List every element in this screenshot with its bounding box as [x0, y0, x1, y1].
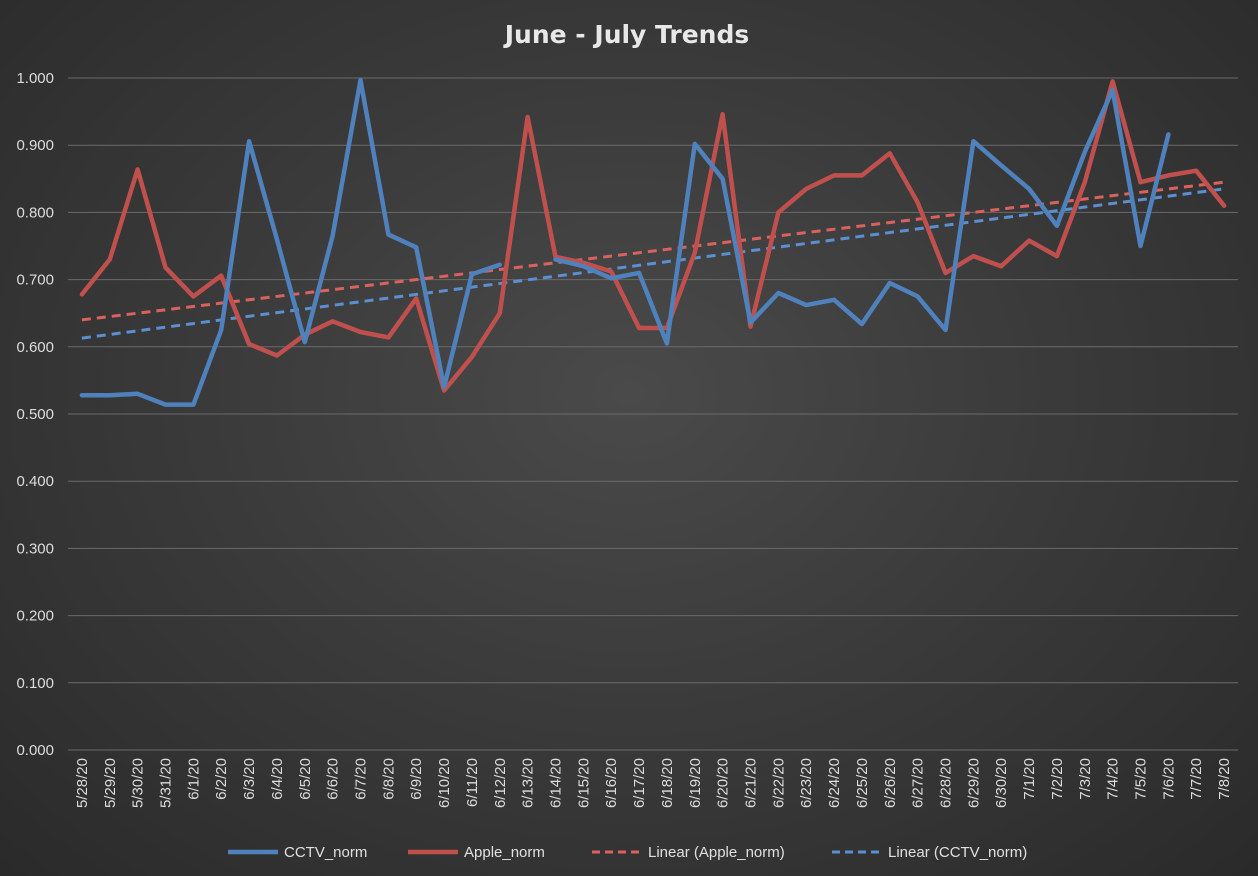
x-tick-label: 7/5/20 [1133, 758, 1150, 800]
y-axis-ticks: 0.000 0.100 0.200 0.300 0.400 0.500 0.600 0.700… [16, 70, 54, 759]
y-tick-label: 0.300 [16, 540, 54, 557]
x-tick-label: 6/27/20 [910, 758, 927, 808]
x-tick-label: 5/31/20 [158, 758, 175, 808]
x-tick-label: 6/20/20 [715, 758, 732, 808]
x-tick-label: 7/2/20 [1049, 758, 1066, 800]
x-tick-label: 6/1/20 [185, 758, 202, 800]
x-tick-label: 6/6/20 [325, 758, 342, 800]
y-tick-label: 1.000 [16, 70, 54, 87]
y-tick-label: 0.600 [16, 339, 54, 356]
chart-title: June - July Trends [503, 20, 749, 49]
x-tick-label: 7/7/20 [1188, 758, 1205, 800]
x-tick-label: 6/22/20 [770, 758, 787, 808]
x-tick-label: 7/4/20 [1105, 758, 1122, 800]
x-tick-label: 5/30/20 [130, 758, 147, 808]
series-line-cctv-norm [79, 77, 503, 407]
y-tick-label: 0.200 [16, 608, 54, 625]
x-tick-label: 7/1/20 [1021, 758, 1038, 800]
x-tick-label: 7/3/20 [1077, 758, 1094, 800]
x-tick-label: 7/8/20 [1216, 758, 1233, 800]
series-line-apple-norm [79, 79, 1227, 393]
y-tick-label: 0.900 [16, 137, 54, 154]
y-tick-label: 0.700 [16, 272, 54, 289]
x-tick-label: 6/4/20 [269, 758, 286, 800]
series-line-cctv-norm [553, 87, 1171, 346]
x-tick-label: 6/12/20 [492, 758, 509, 808]
x-tick-label: 6/2/20 [213, 758, 230, 800]
x-tick-label: 6/19/20 [687, 758, 704, 808]
legend-label: Linear (Apple_norm) [648, 844, 785, 861]
x-tick-label: 6/10/20 [436, 758, 453, 808]
x-tick-label: 6/30/20 [993, 758, 1010, 808]
y-tick-label: 0.500 [16, 406, 54, 423]
x-tick-label: 6/23/20 [798, 758, 815, 808]
x-tick-label: 6/8/20 [380, 758, 397, 800]
x-tick-label: 6/5/20 [297, 758, 314, 800]
x-tick-label: 6/7/20 [353, 758, 370, 800]
x-tick-label: 6/3/20 [241, 758, 258, 800]
x-tick-label: 5/29/20 [102, 758, 119, 808]
x-tick-label: 7/6/20 [1160, 758, 1177, 800]
y-tick-label: 0.800 [16, 204, 54, 221]
legend-label: Linear (CCTV_norm) [888, 844, 1027, 861]
x-tick-label: 6/24/20 [826, 758, 843, 808]
x-tick-label: 6/11/20 [464, 758, 481, 807]
y-tick-label: 0.100 [16, 675, 54, 692]
x-tick-label: 6/16/20 [603, 758, 620, 808]
x-tick-label: 6/14/20 [548, 758, 565, 808]
y-tick-label: 0.400 [16, 473, 54, 490]
x-axis-ticks: 5/28/20 5/29/20 5/30/20 5/31/20 6/1/20 6/2/20… [74, 758, 1233, 808]
x-tick-label: 6/9/20 [408, 758, 425, 800]
x-tick-label: 6/15/20 [575, 758, 592, 808]
x-tick-label: 6/21/20 [743, 758, 760, 808]
series-line-linear-apple-norm [81, 180, 1225, 322]
series-line-linear-cctv-norm [81, 187, 1225, 340]
y-tick-label: 0.000 [16, 742, 54, 759]
x-tick-label: 6/25/20 [854, 758, 871, 808]
x-tick-label: 6/17/20 [631, 758, 648, 808]
gridlines [68, 77, 1238, 751]
series-lines [79, 77, 1227, 407]
x-tick-label: 6/13/20 [520, 758, 537, 808]
legend: CCTV_norm Apple_norm Linear (Apple_norm) Li… [228, 844, 1027, 861]
x-tick-label: 6/18/20 [659, 758, 676, 808]
x-tick-label: 6/28/20 [938, 758, 955, 808]
x-tick-label: 6/29/20 [965, 758, 982, 808]
legend-label: Apple_norm [464, 844, 545, 861]
x-tick-label: 6/26/20 [882, 758, 899, 808]
x-tick-label: 5/28/20 [74, 758, 91, 808]
legend-label: CCTV_norm [284, 844, 367, 861]
